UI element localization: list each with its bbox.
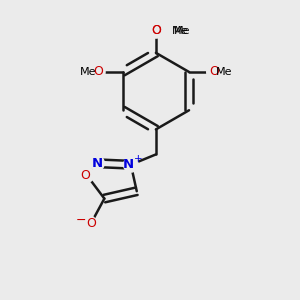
Text: O: O xyxy=(209,65,219,79)
Text: O: O xyxy=(93,65,103,79)
Circle shape xyxy=(207,64,221,79)
Text: −: − xyxy=(76,214,86,226)
Circle shape xyxy=(81,216,95,231)
Circle shape xyxy=(80,215,96,232)
Circle shape xyxy=(148,23,163,38)
Text: O: O xyxy=(86,217,96,230)
Text: Me: Me xyxy=(80,67,96,77)
Circle shape xyxy=(124,158,138,172)
Circle shape xyxy=(90,156,104,171)
Text: N: N xyxy=(122,158,134,171)
Text: O: O xyxy=(151,24,161,37)
Text: Me: Me xyxy=(172,26,189,36)
Circle shape xyxy=(90,64,105,79)
Text: Me: Me xyxy=(215,67,232,77)
Text: +: + xyxy=(134,154,142,164)
Circle shape xyxy=(76,64,90,79)
Text: Me: Me xyxy=(174,26,190,36)
Text: N: N xyxy=(92,157,103,170)
Circle shape xyxy=(166,25,178,37)
Text: O: O xyxy=(80,169,90,182)
Text: O: O xyxy=(151,24,161,37)
Circle shape xyxy=(221,64,236,79)
Circle shape xyxy=(79,168,94,182)
